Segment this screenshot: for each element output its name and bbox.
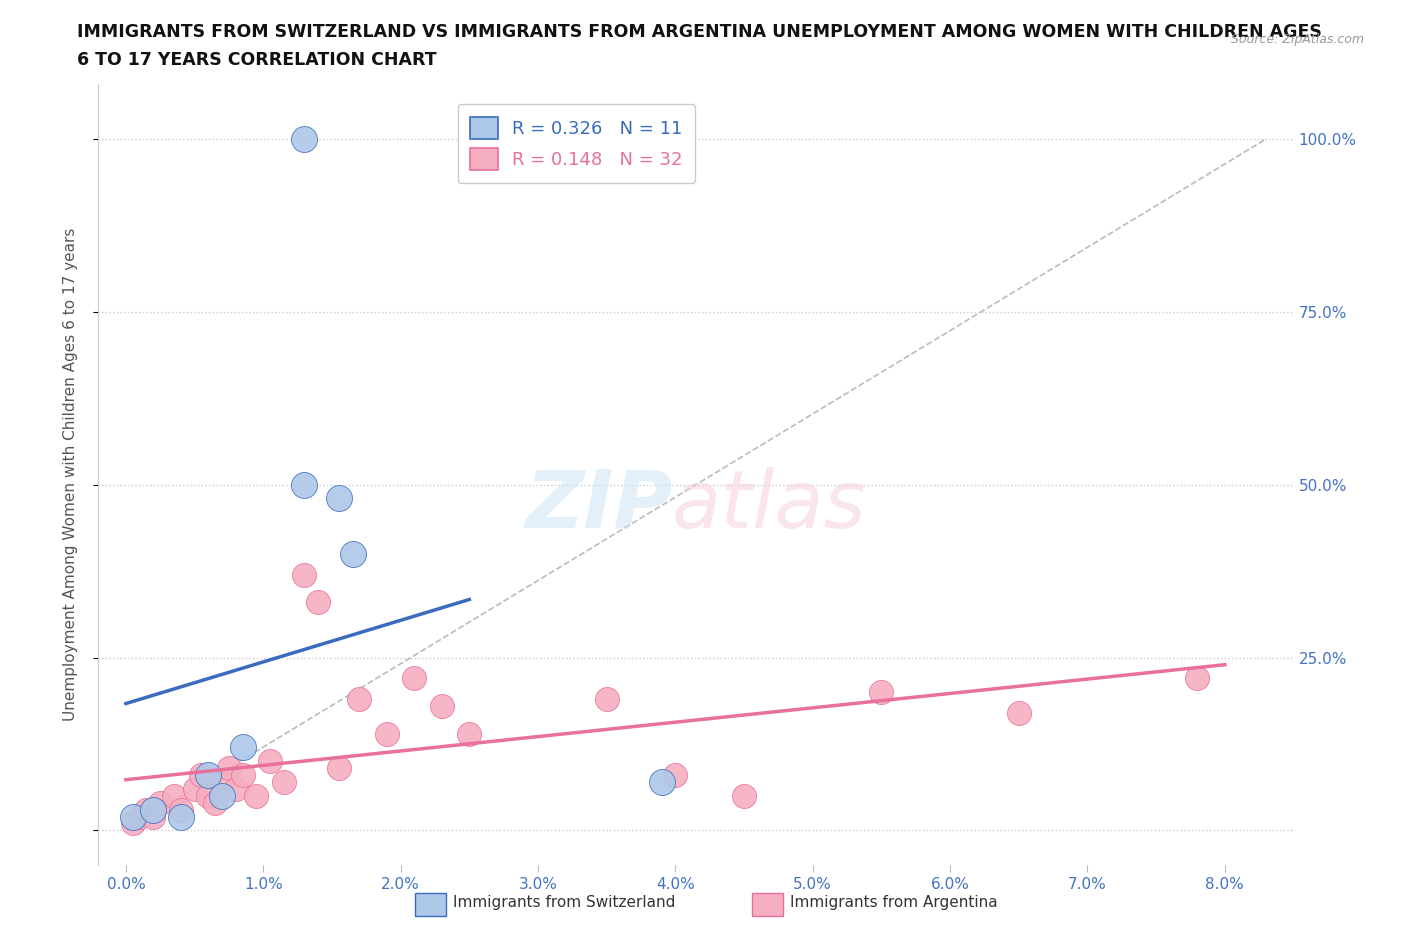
Point [232, 740, 254, 755]
Point [197, 767, 219, 782]
Point [664, 767, 686, 782]
Point [307, 595, 329, 610]
Point [375, 726, 398, 741]
Point [170, 809, 193, 824]
Point [458, 726, 481, 741]
Point [121, 816, 143, 830]
Point [163, 789, 186, 804]
Point [342, 546, 364, 561]
Point [294, 131, 316, 146]
Point [142, 803, 165, 817]
Point [1008, 705, 1031, 720]
Point [204, 795, 226, 810]
Point [197, 789, 219, 804]
Point [404, 671, 426, 685]
Point [651, 775, 673, 790]
Text: 6 TO 17 YEARS CORRELATION CHART: 6 TO 17 YEARS CORRELATION CHART [77, 51, 437, 69]
Point [142, 809, 165, 824]
Point [218, 761, 240, 776]
Point [328, 761, 350, 776]
Text: Immigrants from Argentina: Immigrants from Argentina [790, 895, 998, 910]
Point [190, 767, 212, 782]
Point [225, 781, 247, 796]
Point [211, 775, 233, 790]
Point [135, 803, 157, 817]
Point [128, 809, 150, 824]
Point [170, 803, 193, 817]
Point [595, 692, 617, 707]
Point [1187, 671, 1209, 685]
Point [259, 753, 281, 768]
Point [149, 795, 172, 810]
Point [430, 698, 453, 713]
Point [294, 477, 316, 492]
Y-axis label: Unemployment Among Women with Children Ages 6 to 17 years: Unemployment Among Women with Children A… [63, 228, 77, 721]
Point [211, 789, 233, 804]
Text: Immigrants from Switzerland: Immigrants from Switzerland [453, 895, 675, 910]
Point [733, 789, 755, 804]
Text: atlas: atlas [672, 467, 868, 545]
Legend: R = 0.326   N = 11, R = 0.148   N = 32: R = 0.326 N = 11, R = 0.148 N = 32 [458, 104, 695, 183]
Point [273, 775, 295, 790]
Text: ZIP: ZIP [524, 467, 672, 545]
Point [328, 491, 350, 506]
Point [232, 767, 254, 782]
Point [245, 789, 267, 804]
Point [183, 781, 205, 796]
Point [294, 567, 316, 582]
Text: Source: ZipAtlas.com: Source: ZipAtlas.com [1230, 33, 1364, 46]
Text: IMMIGRANTS FROM SWITZERLAND VS IMMIGRANTS FROM ARGENTINA UNEMPLOYMENT AMONG WOME: IMMIGRANTS FROM SWITZERLAND VS IMMIGRANT… [77, 23, 1322, 41]
Point [870, 684, 893, 699]
Point [121, 809, 143, 824]
Point [349, 692, 371, 707]
